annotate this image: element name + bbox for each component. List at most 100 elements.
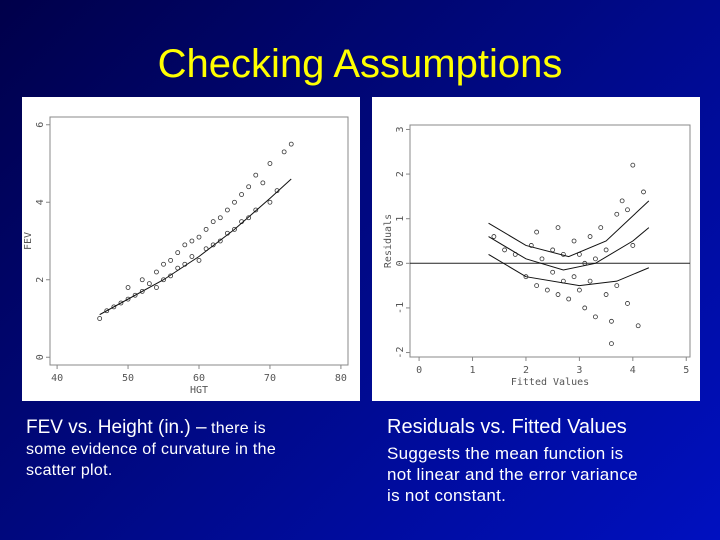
y-tick-label: 3: [395, 126, 406, 132]
point: [253, 172, 259, 178]
point: [571, 238, 577, 244]
caption: Residuals vs. Fitted Values Suggests the…: [387, 416, 707, 506]
point: [239, 192, 244, 197]
point: [614, 283, 620, 289]
x-tick-label: 40: [51, 373, 63, 384]
x-tick-label: 0: [416, 365, 422, 376]
point: [189, 238, 195, 244]
point: [603, 292, 609, 297]
caption-line: scatter plot.: [26, 462, 113, 479]
smooth-line: [488, 227, 650, 271]
caption-line: there is: [211, 420, 266, 437]
caption-line: is not constant.: [387, 486, 507, 505]
x-tick-label: 2: [523, 365, 529, 376]
point: [625, 301, 630, 306]
point: [97, 316, 103, 321]
point: [603, 247, 609, 253]
point: [576, 287, 582, 293]
point: [154, 269, 159, 275]
point: [566, 296, 572, 302]
point: [550, 247, 556, 253]
x-tick-label: 60: [193, 373, 205, 384]
point: [232, 226, 237, 232]
point: [132, 292, 138, 298]
point: [118, 300, 124, 306]
point: [534, 229, 540, 235]
point: [161, 261, 166, 267]
point: [182, 242, 188, 248]
point: [571, 274, 577, 280]
point: [641, 189, 646, 195]
point: [582, 305, 588, 311]
point: [609, 318, 614, 324]
point: [139, 277, 145, 283]
smooth-line: [99, 178, 292, 316]
point: [635, 323, 641, 329]
point: [288, 141, 294, 147]
x-axis-label: HGT: [190, 385, 208, 396]
point: [555, 225, 561, 231]
point: [210, 242, 216, 248]
point: [555, 292, 561, 297]
point: [175, 250, 181, 256]
point: [491, 234, 497, 239]
point: [587, 278, 593, 284]
y-tick-label: 0: [395, 260, 406, 266]
y-axis-label: FEV: [23, 232, 34, 250]
point: [217, 215, 223, 221]
point: [630, 162, 636, 168]
point: [253, 207, 259, 213]
point: [267, 161, 273, 166]
y-axis-label: Residuals: [383, 214, 394, 268]
plot-frame: [49, 116, 349, 366]
x-tick-label: 70: [264, 373, 276, 384]
point: [125, 285, 131, 290]
x-tick-label: 80: [335, 373, 347, 384]
point: [232, 199, 237, 205]
point: [224, 207, 230, 213]
point: [168, 257, 174, 263]
point: [125, 296, 131, 302]
x-tick-label: 1: [470, 365, 476, 376]
point: [154, 285, 159, 290]
point: [260, 180, 266, 186]
y-tick-label: 1: [395, 216, 406, 222]
point: [502, 247, 507, 253]
point: [246, 184, 252, 190]
x-tick-label: 50: [122, 373, 134, 384]
point: [146, 281, 152, 287]
point: [210, 219, 216, 225]
point: [625, 207, 630, 213]
point: [619, 198, 625, 204]
smooth-line: [488, 253, 650, 287]
point: [139, 288, 145, 294]
y-tick-label: 4: [35, 199, 46, 205]
y-tick-label: 0: [35, 354, 46, 360]
caption-heading: Residuals vs. Fitted Values: [387, 416, 627, 438]
caption-line: some evidence of curvature in the: [26, 441, 277, 458]
point: [104, 308, 110, 314]
point: [267, 199, 273, 205]
x-tick-label: 3: [576, 365, 582, 376]
point: [593, 256, 598, 262]
point: [246, 215, 252, 221]
point: [196, 234, 202, 240]
point: [593, 314, 598, 320]
point: [544, 287, 550, 293]
point: [528, 243, 534, 248]
point: [111, 304, 117, 310]
caption: FEV vs. Height (in.) – there is some evi…: [26, 417, 356, 481]
smooth-line: [488, 200, 650, 258]
chart: 40 50 60 70 80 0 2 4 6 HGT FEV: [22, 97, 360, 401]
point: [598, 225, 604, 231]
point: [534, 283, 540, 289]
point: [161, 277, 166, 283]
x-tick-label: 5: [683, 365, 689, 376]
point: [217, 238, 223, 244]
point: [196, 257, 202, 263]
x-axis-label: Fitted Values: [511, 377, 589, 388]
y-tick-label: -1: [395, 302, 406, 314]
slide-title: Checking Assumptions: [157, 42, 563, 86]
